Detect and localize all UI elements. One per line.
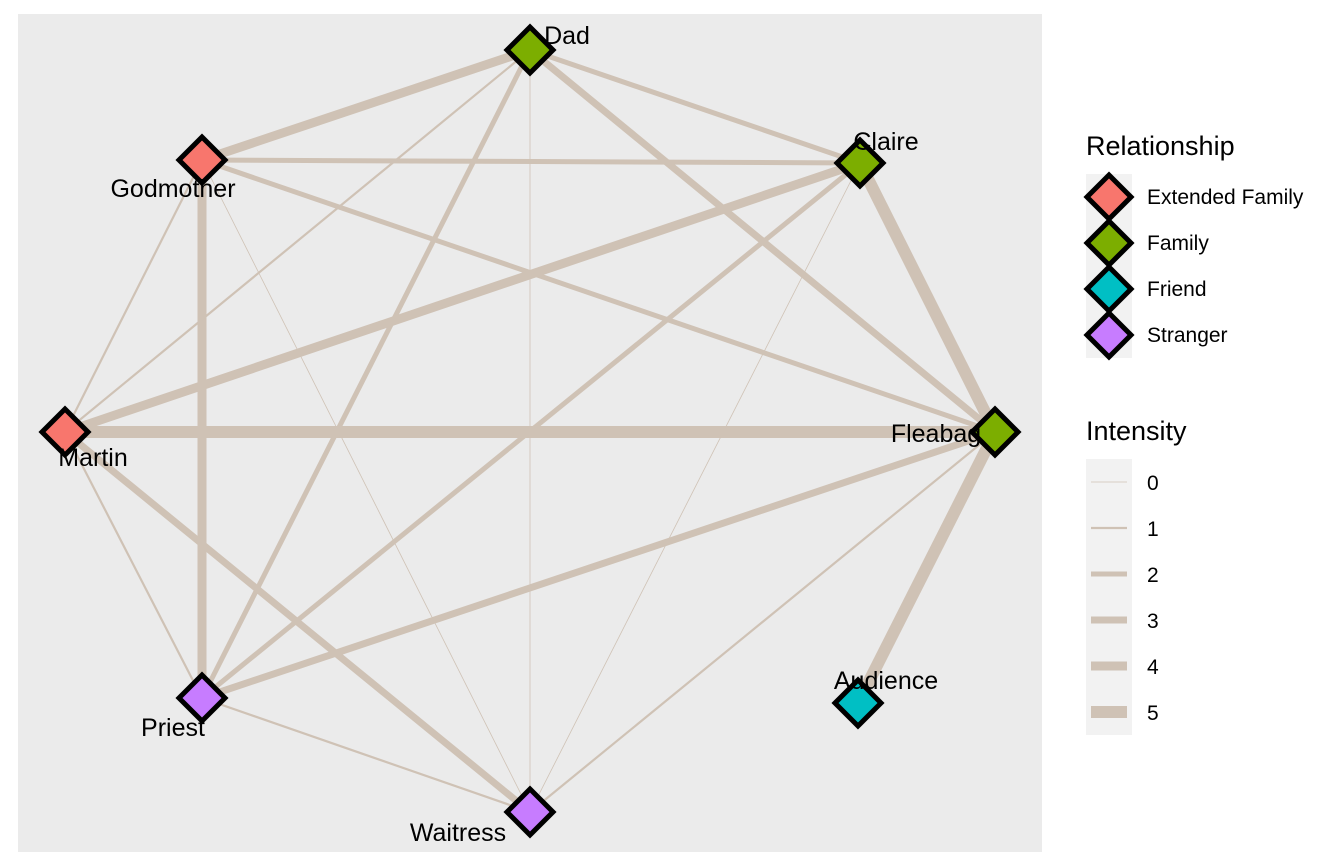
edge-dad-martin	[64, 49, 531, 433]
edge-martin-priest	[64, 431, 203, 699]
intensity-legend: Intensity 0 1 2 3 4 5	[1086, 416, 1187, 735]
node-label-fleabag: Fleabag	[891, 420, 981, 448]
edge-dad-claire	[529, 47, 861, 166]
node-label-godmother: Godmother	[110, 175, 235, 203]
relationship-legend: Relationship Extended Family Family Friend…	[1083, 131, 1304, 361]
node-dad	[503, 23, 557, 77]
edge-godmother-claire	[201, 157, 861, 166]
intensity-legend-title: Intensity	[1086, 416, 1187, 446]
node-label-martin: Martin	[58, 444, 127, 472]
nodes-layer	[38, 23, 1022, 839]
relationship-label-family: Family	[1147, 232, 1209, 255]
intensity-label-0: 0	[1147, 472, 1159, 495]
node-fleabag	[968, 405, 1022, 459]
edge-godmother-fleabag	[201, 157, 996, 435]
node-audience	[831, 676, 885, 730]
intensity-label-2: 2	[1147, 564, 1159, 587]
intensity-label-5: 5	[1147, 702, 1159, 725]
node-label-priest: Priest	[141, 714, 205, 742]
node-godmother	[175, 133, 229, 187]
edge-claire-martin	[63, 158, 862, 437]
edge-fleabag-priest	[200, 428, 997, 702]
node-label-dad: Dad	[544, 22, 590, 50]
node-claire	[833, 136, 887, 190]
intensity-label-1: 1	[1147, 518, 1159, 541]
edge-claire-waitress	[529, 162, 861, 813]
relationship-legend-title: Relationship	[1086, 131, 1235, 161]
edge-godmother-waitress	[201, 159, 531, 813]
node-martin	[38, 405, 92, 459]
node-label-claire: Claire	[853, 128, 918, 156]
node-label-audience: Audience	[834, 667, 938, 695]
edges-layer	[62, 45, 1001, 815]
node-label-waitress: Waitress	[410, 819, 506, 847]
intensity-legend-key-background	[1086, 459, 1132, 735]
relationship-label-friend: Friend	[1147, 278, 1207, 301]
node-waitress	[503, 785, 557, 839]
relationship-label-stranger: Stranger	[1147, 324, 1228, 347]
edge-fleabag-waitress	[529, 431, 996, 813]
intensity-label-3: 3	[1147, 610, 1159, 633]
node-priest	[175, 671, 229, 725]
edge-claire-fleabag	[854, 160, 1001, 435]
edge-fleabag-audience	[852, 429, 1001, 706]
edge-godmother-dad	[200, 45, 532, 165]
edge-martin-waitress	[62, 429, 533, 815]
intensity-label-4: 4	[1147, 656, 1159, 679]
relationship-label-extended-family: Extended Family	[1147, 186, 1304, 209]
edge-priest-waitress	[201, 696, 531, 814]
relationship-key-stranger	[1083, 309, 1135, 361]
labels-layer: Dad Claire Fleabag Audience Waitress Priest Ma…	[58, 22, 981, 847]
edge-godmother-martin	[64, 159, 203, 433]
